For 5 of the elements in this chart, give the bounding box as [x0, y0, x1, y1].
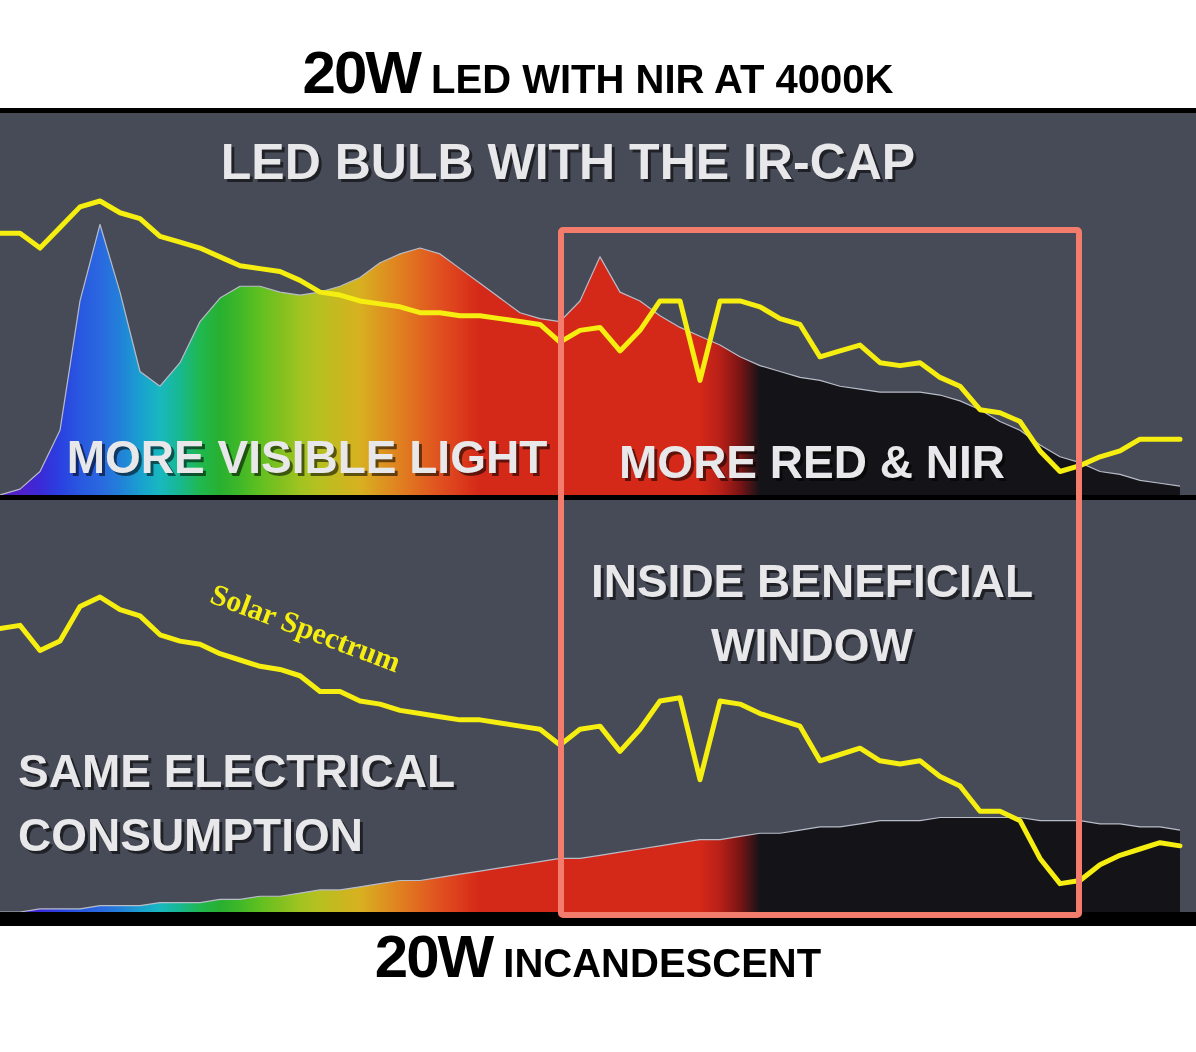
chart-subtitle: LED BULB WITH THE IR-CAP	[223, 136, 919, 193]
chart-title: 20W LED WITH NIR AT 4000K	[302, 39, 894, 106]
x-axis-title: 20W INCANDESCENT	[374, 923, 822, 990]
annotation: INSIDE BENEFICIAL WINDOW	[590, 554, 1034, 674]
annotation: SAME ELECTRICAL CONSUMPTION	[18, 744, 455, 864]
